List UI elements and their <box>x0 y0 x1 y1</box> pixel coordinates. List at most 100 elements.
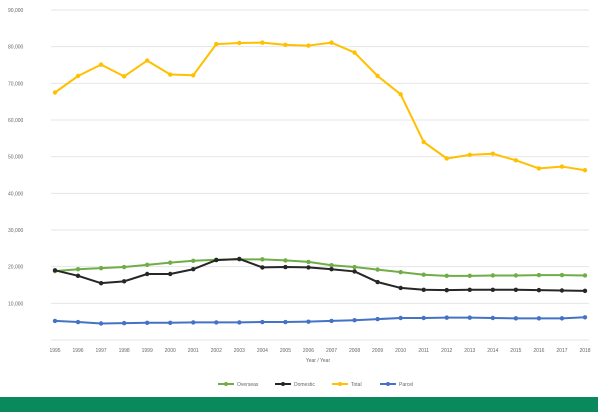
data-point <box>237 320 242 325</box>
x-tick-label: 2000 <box>165 348 176 354</box>
data-point <box>444 273 449 279</box>
data-point <box>329 267 334 272</box>
x-tick-label: 2006 <box>303 348 314 354</box>
x-tick-label: 1998 <box>119 348 130 354</box>
data-point <box>421 272 426 277</box>
series-line <box>54 41 586 172</box>
data-point <box>121 279 127 284</box>
x-tick-label: 1995 <box>49 348 60 354</box>
data-point <box>283 264 288 270</box>
data-point <box>536 316 542 321</box>
data-point <box>191 267 196 272</box>
data-point <box>559 288 565 293</box>
y-tick-label: 60,000 <box>8 118 24 124</box>
data-point <box>75 319 81 325</box>
data-point <box>582 273 588 278</box>
data-point <box>536 272 542 278</box>
data-point <box>490 273 496 278</box>
data-point <box>214 257 219 263</box>
data-point <box>536 166 542 171</box>
x-tick-label: 2009 <box>372 348 383 354</box>
data-point <box>306 265 311 270</box>
data-point <box>375 267 380 272</box>
data-point <box>75 273 81 279</box>
series-total <box>52 40 588 173</box>
legend-marker <box>224 382 228 386</box>
data-point <box>536 287 542 293</box>
data-point <box>121 264 127 270</box>
data-point <box>306 319 311 324</box>
data-point <box>191 320 196 325</box>
data-point <box>329 263 334 268</box>
y-tick-label: 80,000 <box>8 45 24 51</box>
x-tick-label: 2001 <box>188 348 199 354</box>
data-point <box>168 271 173 277</box>
y-tick-label: 90,000 <box>8 8 24 14</box>
data-point <box>121 320 127 326</box>
legend-item: Parcel <box>380 382 413 388</box>
data-point <box>398 269 403 275</box>
data-point <box>444 156 449 161</box>
gridlines <box>51 9 589 341</box>
legend-item: Domestic <box>275 382 315 388</box>
x-tick-label: 2008 <box>349 348 360 354</box>
y-axis-ticks: 10,000 20,000 30,000 40,000 50,000 60,000 70,0… <box>8 8 24 307</box>
x-tick-label: 2017 <box>556 348 567 354</box>
x-axis-ticks: 1995 1996 1997 1998 1999 2000 2001 2002 2003 2004… <box>49 348 590 354</box>
x-tick-label: 1996 <box>72 348 83 354</box>
legend-label: Total <box>351 382 362 388</box>
data-point <box>467 315 472 320</box>
x-tick-label: 2013 <box>464 348 475 354</box>
data-point <box>513 158 519 163</box>
data-point <box>75 73 81 79</box>
data-point <box>121 74 127 79</box>
legend: Overseas Domestic Total Parcel <box>218 382 413 388</box>
x-tick-label: 2016 <box>533 348 544 354</box>
data-point <box>398 315 403 321</box>
data-point <box>559 316 565 321</box>
data-point <box>98 265 104 271</box>
data-point <box>467 152 472 158</box>
data-point <box>52 318 58 324</box>
series-parcel <box>52 315 588 326</box>
data-point <box>444 287 449 293</box>
data-point <box>260 40 265 45</box>
data-point <box>398 285 403 291</box>
data-point <box>75 267 81 272</box>
legend-marker <box>386 382 390 386</box>
data-point <box>375 73 380 79</box>
data-point <box>144 58 150 63</box>
data-point <box>352 50 357 55</box>
x-tick-label: 2005 <box>280 348 291 354</box>
data-point <box>421 287 426 292</box>
footer-band <box>0 397 598 412</box>
data-point <box>375 279 380 285</box>
data-point <box>191 73 196 78</box>
legend-marker <box>338 382 342 386</box>
data-point <box>283 319 288 325</box>
data-point <box>98 62 104 67</box>
data-point <box>283 258 288 263</box>
y-tick-label: 40,000 <box>8 191 24 197</box>
y-tick-label: 30,000 <box>8 228 24 234</box>
x-tick-label: 2002 <box>211 348 222 354</box>
x-tick-label: 2018 <box>579 348 590 354</box>
data-point <box>168 72 173 77</box>
series-line <box>54 316 586 325</box>
data-point <box>582 288 588 294</box>
legend-label: Domestic <box>294 382 315 388</box>
data-point <box>582 168 588 173</box>
y-tick-label: 20,000 <box>8 265 24 271</box>
data-point <box>444 315 449 320</box>
data-point <box>306 259 311 265</box>
data-point <box>52 90 58 95</box>
data-point <box>559 272 565 278</box>
data-point <box>283 42 288 48</box>
data-point <box>306 43 311 48</box>
x-tick-label: 2014 <box>487 348 498 354</box>
data-point <box>352 318 357 323</box>
data-point <box>144 262 150 268</box>
series-lines <box>52 40 588 326</box>
legend-label: Overseas <box>237 382 259 388</box>
